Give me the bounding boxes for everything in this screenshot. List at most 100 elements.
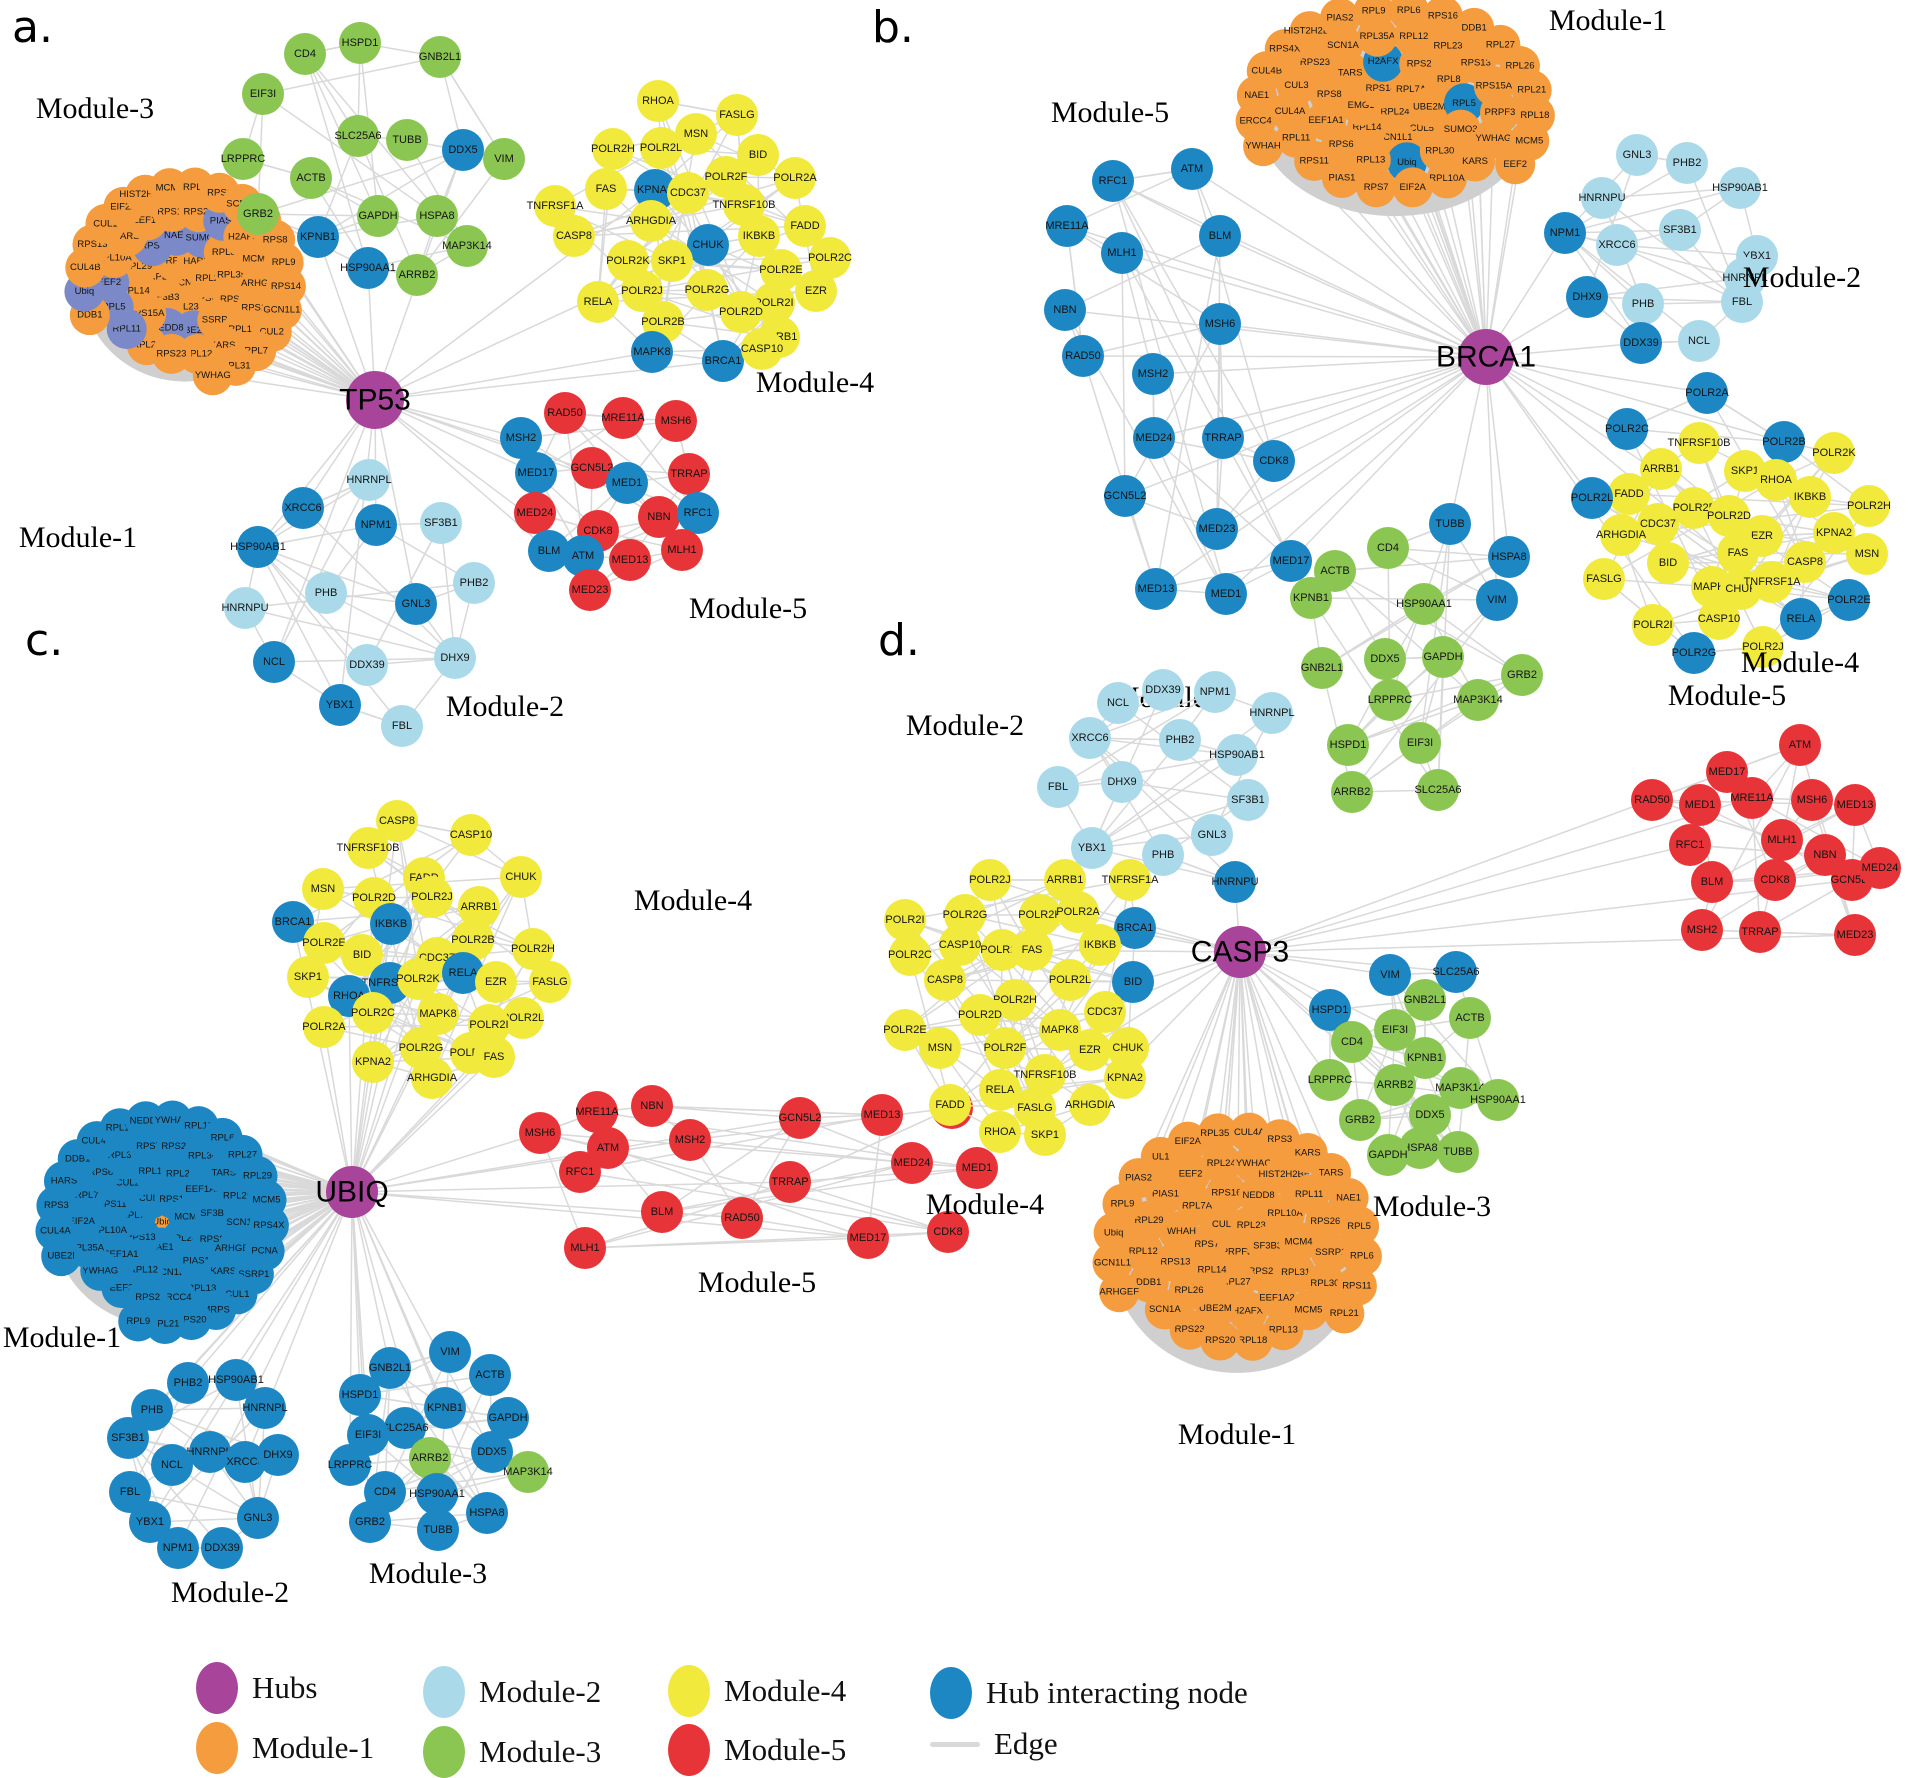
node-CD4: CD4	[1331, 1021, 1373, 1063]
node-SF3B3: SF3B3	[1247, 1226, 1288, 1267]
node-BLM: BLM	[1691, 861, 1733, 903]
node-HSPA8: HSPA8	[1399, 1127, 1441, 1169]
svg-text:NCL: NCL	[1688, 335, 1710, 347]
node-NPM1: NPM1	[1194, 671, 1236, 713]
node-BLM: BLM	[1199, 215, 1241, 257]
svg-text:RPL12: RPL12	[1399, 31, 1428, 42]
node-NPM1: NPM1	[1544, 212, 1586, 254]
svg-text:YBX1: YBX1	[136, 1516, 164, 1528]
node-DDX5: DDX5	[1364, 638, 1406, 680]
node-KPNA2: KPNA2	[1104, 1057, 1146, 1099]
node-EEF1A2: EEF1A2	[1256, 1278, 1297, 1319]
node-CDC37: CDC37	[1637, 503, 1679, 545]
node-MED17: MED17	[515, 452, 557, 494]
svg-text:POLR2E: POLR2E	[883, 1024, 926, 1036]
svg-text:SLC25A6: SLC25A6	[381, 1422, 428, 1434]
module-label: Module-2	[1743, 261, 1861, 294]
node-CASP10: CASP10	[741, 328, 783, 370]
node-MRE11A: MRE11A	[575, 1091, 619, 1133]
svg-text:SF3B3: SF3B3	[150, 292, 179, 303]
node-MSH6: MSH6	[1199, 303, 1241, 345]
svg-text:CASP10: CASP10	[450, 829, 492, 841]
svg-text:CASP10: CASP10	[741, 343, 783, 355]
node-SKP1: SKP1	[651, 240, 693, 282]
node-SLC25A6: SLC25A6	[334, 115, 382, 157]
svg-text:PIAS1: PIAS1	[210, 215, 237, 226]
node-NCL: NCL	[151, 1444, 193, 1486]
panel-letter: d.	[878, 615, 920, 666]
svg-text:POLR2B: POLR2B	[451, 934, 494, 946]
svg-text:RPL10A: RPL10A	[92, 1225, 128, 1236]
svg-text:RPL31: RPL31	[222, 360, 251, 371]
node-POLR2C: POLR2C	[1605, 408, 1649, 450]
node-NCL: NCL	[1678, 320, 1720, 362]
node-SF3B1: SF3B1	[1227, 779, 1269, 821]
node-POLR2L: POLR2L	[1571, 477, 1613, 519]
svg-text:MED1: MED1	[612, 477, 643, 489]
svg-text:BLM: BLM	[651, 1206, 674, 1218]
svg-text:HNRNPL: HNRNPL	[242, 1402, 287, 1414]
node-MED13: MED13	[861, 1094, 903, 1136]
node-HNRNPU: HNRNPU	[1578, 177, 1626, 219]
node-LRPPRC: LRPPRC	[1308, 1059, 1352, 1101]
svg-text:RPL9: RPL9	[126, 1316, 150, 1327]
node-RPL5: RPL5	[1339, 1206, 1380, 1247]
node-FBL: FBL	[1721, 281, 1763, 323]
svg-text:RPS6: RPS6	[1329, 139, 1354, 150]
svg-text:RPL26: RPL26	[1174, 1285, 1203, 1296]
svg-text:RPS2: RPS2	[1248, 1266, 1273, 1277]
svg-text:ACTB: ACTB	[1320, 565, 1349, 577]
node-ARHGDIA: ARHGDIA	[626, 200, 677, 242]
svg-text:HSPA8: HSPA8	[419, 210, 454, 222]
svg-text:ACTB: ACTB	[296, 172, 325, 184]
module-label: Module-3	[1373, 1190, 1491, 1223]
svg-text:DDX39: DDX39	[204, 1542, 239, 1554]
svg-text:FAS: FAS	[484, 1051, 505, 1063]
svg-text:CD4: CD4	[374, 1486, 396, 1498]
node-SSRP1: SSRP1	[1310, 1232, 1351, 1273]
svg-text:RPL5: RPL5	[1347, 1221, 1371, 1232]
svg-text:DDX5: DDX5	[1370, 653, 1399, 665]
node-IKBKB: IKBKB	[370, 903, 412, 945]
module-label: Module-1	[3, 1321, 121, 1354]
svg-text:CHUK: CHUK	[692, 239, 724, 251]
svg-text:RPL23: RPL23	[1433, 40, 1462, 51]
svg-text:EEF1A2: EEF1A2	[1259, 1293, 1294, 1304]
svg-text:RPL7A: RPL7A	[1396, 84, 1427, 95]
svg-text:FBL: FBL	[1048, 781, 1068, 793]
svg-text:RPS14: RPS14	[271, 281, 301, 292]
svg-text:GCN1L1: GCN1L1	[1094, 1257, 1131, 1268]
svg-text:FADD: FADD	[935, 1099, 964, 1111]
svg-text:VIM: VIM	[1487, 594, 1507, 606]
legend-item-module-3: Module-3	[423, 1726, 601, 1778]
svg-text:POLR2A: POLR2A	[1056, 906, 1100, 918]
svg-text:EIF2A: EIF2A	[110, 201, 137, 212]
svg-text:POLR2I: POLR2I	[1633, 619, 1672, 631]
node-MED17: MED17	[847, 1217, 889, 1259]
node-POLR2E: POLR2E	[759, 249, 803, 291]
node-RPL21: RPL21	[1324, 1293, 1365, 1334]
svg-text:EIF2A: EIF2A	[69, 1216, 96, 1227]
svg-text:POLR2J: POLR2J	[621, 285, 663, 297]
node-RPS20: RPS20	[1200, 1320, 1241, 1361]
node-CHUK: CHUK	[687, 224, 729, 266]
svg-text:SCN1A: SCN1A	[226, 1217, 258, 1228]
node-MAPK8: MAPK8	[417, 993, 459, 1035]
node-NBN: NBN	[638, 496, 680, 538]
node-DDX5: DDX5	[1409, 1094, 1451, 1136]
node-CASP10: CASP10	[939, 924, 981, 966]
node-HSPD1: HSPD1	[1327, 724, 1369, 766]
svg-text:RPL30: RPL30	[1310, 1278, 1339, 1289]
panel-letter: b.	[872, 2, 914, 53]
svg-text:EEF2: EEF2	[1503, 159, 1527, 170]
svg-text:FAS: FAS	[596, 183, 617, 195]
svg-text:GCN1L1: GCN1L1	[263, 305, 300, 316]
svg-text:PHB: PHB	[1632, 298, 1655, 310]
svg-text:XRCC6: XRCC6	[226, 1456, 263, 1468]
node-MED24: MED24	[1859, 847, 1901, 889]
legend-item-hub-interacting-node: Hub interacting node	[930, 1667, 1248, 1719]
svg-text:RELA: RELA	[584, 296, 613, 308]
svg-text:BID: BID	[1659, 557, 1677, 569]
svg-text:RPS8: RPS8	[200, 1234, 225, 1245]
